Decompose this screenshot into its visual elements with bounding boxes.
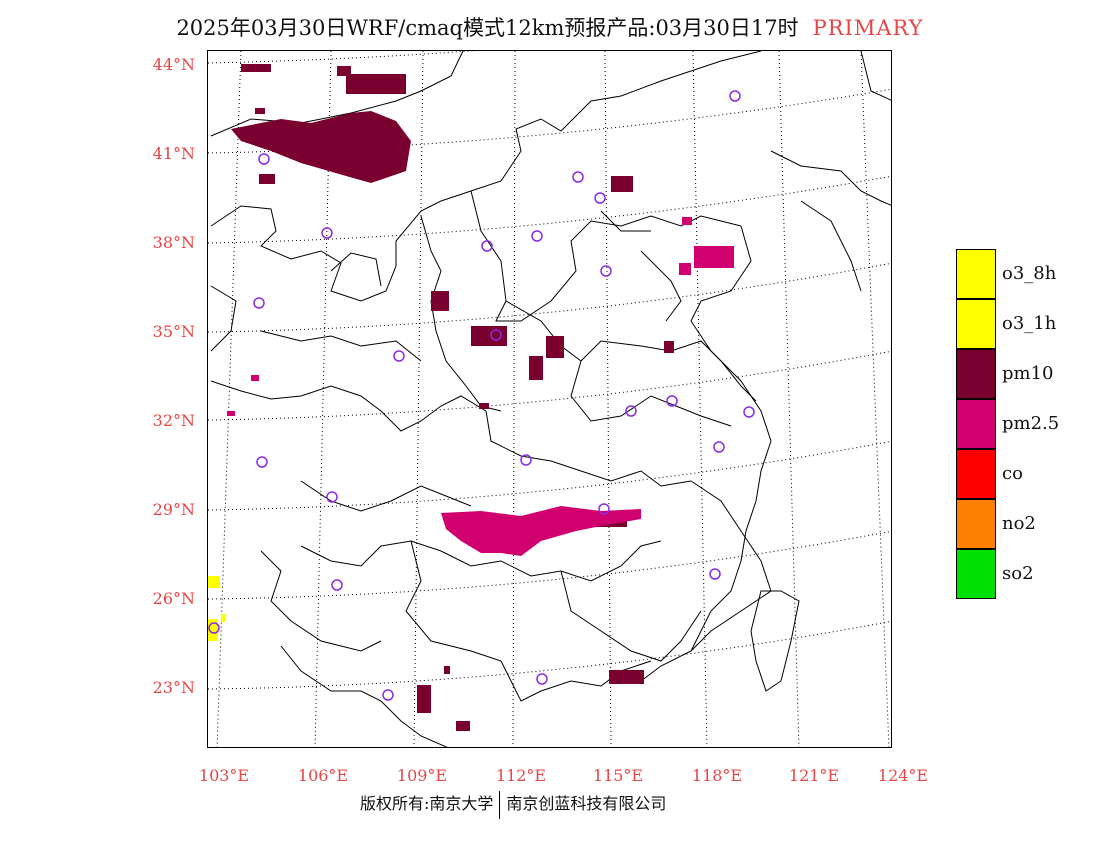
- city-marker: [536, 673, 548, 685]
- lat-label-26: 26°N: [152, 589, 195, 608]
- lon-label-118: 118°E: [691, 766, 743, 785]
- legend-item-pm10: pm10: [956, 349, 1100, 399]
- city-marker: [713, 441, 725, 453]
- map-canvas: [208, 51, 891, 747]
- city-marker: [743, 406, 755, 418]
- legend-swatch: [956, 549, 996, 599]
- legend-label: so2: [1002, 563, 1034, 584]
- lat-label-35: 35°N: [152, 322, 195, 341]
- legend-item-pm25: pm2.5: [956, 399, 1100, 449]
- legend-swatch: [956, 249, 996, 299]
- city-marker: [709, 568, 721, 580]
- province-boundaries: [210, 51, 891, 747]
- city-marker: [729, 90, 741, 102]
- legend-swatch: [956, 349, 996, 399]
- legend-item-no2: no2: [956, 499, 1100, 549]
- legend-swatch: [956, 449, 996, 499]
- copyright-footer: 版权所有:南京大学 南京创蓝科技有限公司: [360, 790, 666, 819]
- copyright-text: 版权所有:南京大学: [360, 794, 494, 813]
- city-marker: [594, 192, 606, 204]
- map-panel: [207, 50, 892, 748]
- city-marker: [208, 622, 220, 634]
- city-marker: [393, 350, 405, 362]
- title-main: 2025年03月30日WRF/cmaq模式12km预报产品:03月30日17时: [176, 16, 799, 40]
- lon-label-109: 109°E: [396, 766, 448, 785]
- city-marker: [531, 230, 543, 242]
- pm10-areas: [231, 64, 674, 731]
- legend-label: pm2.5: [1002, 413, 1060, 434]
- city-marker: [258, 153, 270, 165]
- city-marker: [382, 689, 394, 701]
- city-marker: [331, 579, 343, 591]
- legend-label: pm10: [1002, 363, 1054, 384]
- legend-label: o3_8h: [1002, 263, 1057, 284]
- city-marker: [572, 171, 584, 183]
- lat-label-41: 41°N: [152, 144, 195, 163]
- city-marker: [600, 265, 612, 277]
- lon-label-124: 124°E: [877, 766, 929, 785]
- pollutant-tag: PRIMARY: [812, 16, 924, 40]
- lon-label-112: 112°E: [495, 766, 547, 785]
- footer-divider: [499, 790, 501, 819]
- lat-label-32: 32°N: [152, 411, 195, 430]
- legend-label: o3_1h: [1002, 313, 1057, 334]
- lon-label-121: 121°E: [788, 766, 840, 785]
- city-marker: [625, 405, 637, 417]
- lon-label-115: 115°E: [592, 766, 644, 785]
- city-markers: [208, 90, 755, 701]
- legend-label: co: [1002, 463, 1023, 484]
- city-marker: [520, 454, 532, 466]
- lon-label-103: 103°E: [198, 766, 250, 785]
- lat-label-38: 38°N: [152, 233, 195, 252]
- lon-label-106: 106°E: [297, 766, 349, 785]
- city-marker: [256, 456, 268, 468]
- ozone-areas: [208, 576, 226, 641]
- city-marker: [666, 395, 678, 407]
- legend-swatch: [956, 499, 996, 549]
- city-marker: [490, 329, 502, 341]
- pollutant-legend: o3_8h o3_1h pm10 pm2.5 co no2 so2: [956, 249, 1100, 599]
- map-title: 2025年03月30日WRF/cmaq模式12km预报产品:03月30日17时 P…: [0, 12, 1100, 42]
- city-marker: [326, 491, 338, 503]
- legend-label: no2: [1002, 513, 1036, 534]
- legend-item-co: co: [956, 449, 1100, 499]
- city-marker: [253, 297, 265, 309]
- lat-label-29: 29°N: [152, 500, 195, 519]
- lat-label-23: 23°N: [152, 678, 195, 697]
- city-marker: [321, 227, 333, 239]
- lat-label-44: 44°N: [152, 55, 195, 74]
- legend-swatch: [956, 299, 996, 349]
- company-text: 南京创蓝科技有限公司: [506, 794, 667, 813]
- city-marker: [481, 240, 493, 252]
- legend-item-o3-8h: o3_8h: [956, 249, 1100, 299]
- legend-swatch: [956, 399, 996, 449]
- city-marker: [598, 503, 610, 515]
- legend-item-o3-1h: o3_1h: [956, 299, 1100, 349]
- pm25-areas: [227, 217, 734, 556]
- legend-item-so2: so2: [956, 549, 1100, 599]
